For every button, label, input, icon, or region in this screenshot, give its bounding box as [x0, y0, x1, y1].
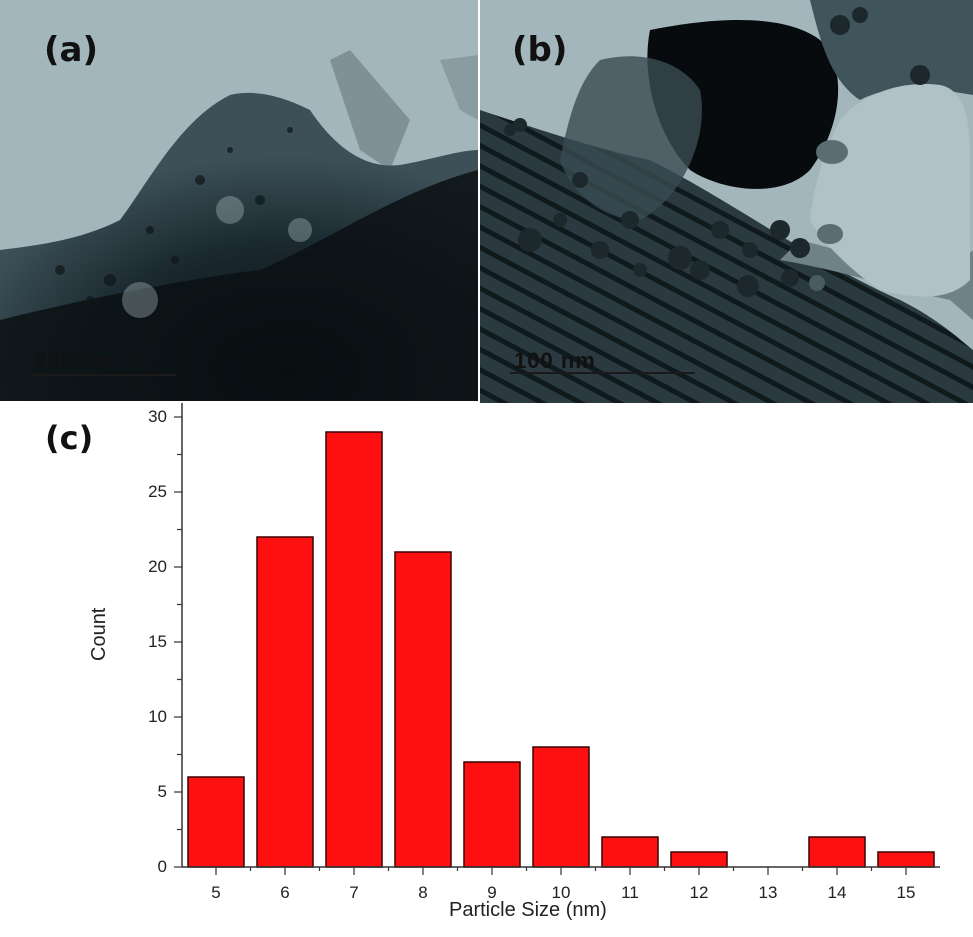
panel-label-c: (c) [45, 419, 94, 457]
tem-image-a [0, 0, 478, 401]
y-tick-label: 0 [157, 857, 167, 876]
y-tick-label: 15 [148, 632, 167, 651]
histogram-bar-5 [187, 776, 245, 868]
histogram-bar-8 [394, 551, 452, 868]
y-tick-label: 25 [148, 482, 167, 501]
x-tick-label: 5 [211, 883, 221, 902]
y-tick-label: 30 [148, 407, 167, 426]
histogram-bar-14 [808, 836, 866, 868]
panel-label-a: (a) [44, 30, 99, 70]
x-tick-label: 7 [349, 883, 359, 902]
tem-image-panel-a: (a) 200 nm [0, 0, 478, 401]
y-tick-label: 20 [148, 557, 167, 576]
scale-bar-label-a: 200 nm [34, 348, 116, 373]
x-tick-label: 13 [758, 883, 778, 902]
y-tick-label: 5 [157, 782, 167, 801]
x-tick-label: 12 [689, 883, 709, 902]
histogram-bar-6 [256, 536, 314, 868]
scale-bar-b [510, 372, 695, 374]
x-tick-label: 10 [551, 883, 571, 902]
chart-plot-area [174, 403, 940, 875]
histogram-bar-12 [670, 851, 728, 868]
histogram-bar-11 [601, 836, 659, 868]
x-tick-label: 6 [280, 883, 290, 902]
x-tick-label: 15 [896, 883, 916, 902]
tem-image-panel-b: (b) 100 nm [480, 0, 973, 403]
x-axis-title: Particle Size (nm) [449, 899, 607, 921]
histogram-bar-9 [463, 761, 521, 868]
histogram-bar-7 [325, 431, 383, 868]
scale-bar-a [32, 374, 177, 376]
panel-label-b: (b) [512, 30, 568, 70]
x-tick-label: 11 [621, 883, 639, 902]
x-tick-label: 8 [418, 883, 428, 902]
y-axis-title: Count [88, 607, 110, 661]
particle-size-histogram: (c) 0 5 10 15 20 25 30 5 6 7 8 9 10 11 12 13 14 15 Parti… [0, 403, 973, 937]
x-tick-label: 9 [487, 883, 497, 902]
tem-image-b [480, 0, 973, 403]
x-tick-label: 14 [827, 883, 847, 902]
y-tick-label: 10 [148, 707, 167, 726]
scale-bar-label-b: 100 nm [514, 348, 596, 373]
histogram-bar-15 [877, 851, 935, 868]
histogram-bar-10 [532, 746, 590, 868]
